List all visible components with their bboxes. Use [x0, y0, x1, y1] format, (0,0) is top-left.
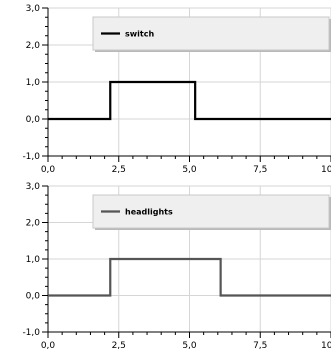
y-tick-label: 0,0: [26, 115, 41, 125]
y-tick-label: 3,0: [26, 4, 41, 14]
legend-label: headlights: [125, 208, 173, 217]
y-tick-label: 2,0: [26, 219, 41, 229]
x-tick-label: 5,0: [182, 341, 197, 351]
legend: [92, 194, 330, 229]
x-tick-label: 2,5: [112, 165, 126, 175]
x-tick-label: 2,5: [112, 341, 126, 351]
x-tick-label: 5,0: [182, 165, 197, 175]
y-tick-label: -1,0: [22, 152, 40, 162]
y-tick-label: -1,0: [22, 328, 40, 338]
y-tick-label: 3,0: [26, 182, 41, 192]
y-tick-label: 0,0: [26, 292, 41, 302]
x-tick-label: 10,0: [321, 341, 331, 351]
y-tick-label: 2,0: [26, 41, 41, 51]
x-tick-label: 7,5: [253, 341, 267, 351]
legend-label: switch: [125, 30, 154, 39]
series-line-headlights: [48, 257, 331, 297]
y-tick-label: 1,0: [26, 255, 41, 265]
x-tick-label: 0,0: [41, 341, 56, 351]
y-tick-label: 1,0: [26, 78, 41, 88]
x-tick-label: 10,0: [321, 165, 331, 175]
x-tick-label: 0,0: [41, 165, 56, 175]
chart-2: 3,02,01,00,0-1,00,02,55,07,510,0headligh…: [22, 182, 331, 351]
series-line-switch: [48, 80, 331, 121]
x-tick-label: 7,5: [253, 165, 267, 175]
legend: [92, 16, 330, 51]
